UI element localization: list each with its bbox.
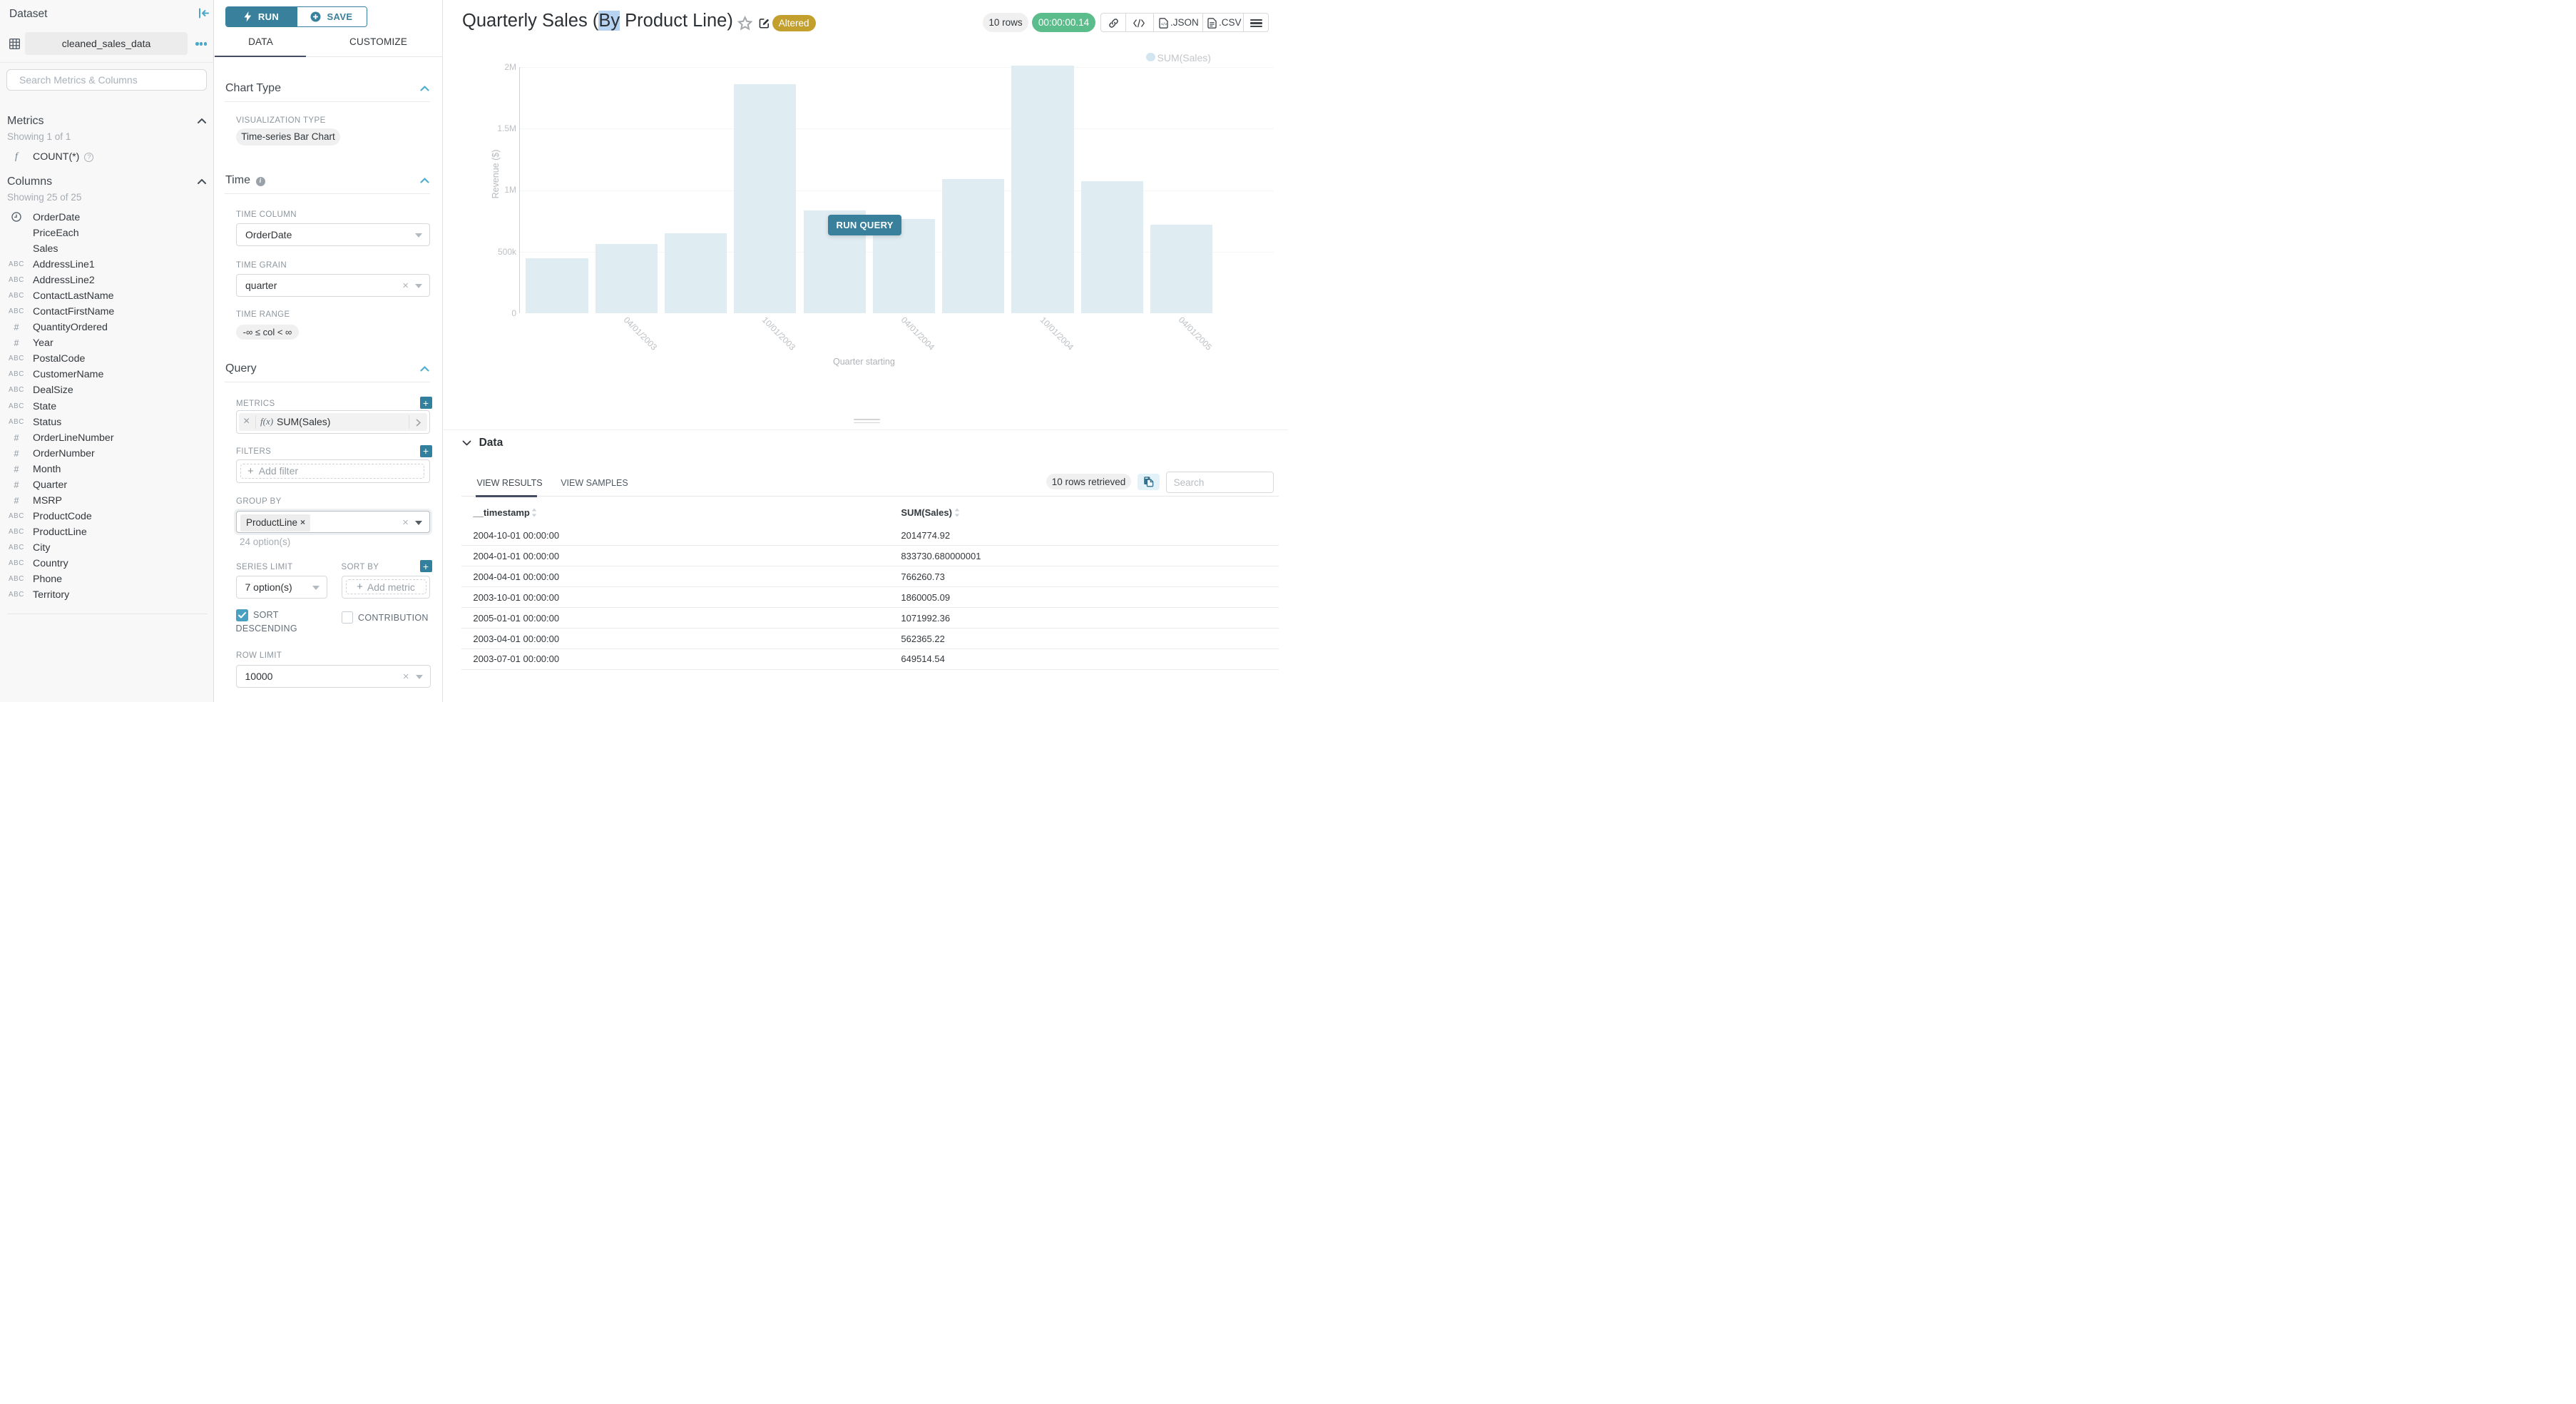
- svg-text:</>: </>: [1161, 22, 1167, 26]
